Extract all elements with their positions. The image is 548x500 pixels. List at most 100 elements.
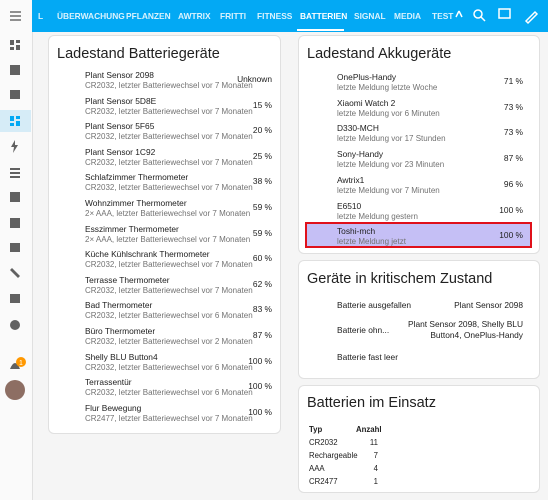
row-value: 38 % xyxy=(252,176,272,187)
highlight xyxy=(305,222,532,248)
row-name[interactable]: Shelly BLU Button4 xyxy=(85,351,158,362)
row-name[interactable]: Bad Thermometer xyxy=(85,300,153,311)
card-critical xyxy=(298,260,540,379)
table-type: CR2032 xyxy=(309,438,338,447)
row-detail: CR2032, letzter Batteriewechsel vor 6 Mo… xyxy=(85,388,253,398)
row-detail: letzte Meldung vor 23 Minuten xyxy=(337,160,445,170)
row-name[interactable]: Büro Thermometer xyxy=(85,326,156,336)
tab[interactable]: SIGNAL xyxy=(354,11,386,21)
row-value: 73 % xyxy=(503,101,523,112)
row-name[interactable]: Schlafzimmer Thermometer xyxy=(85,172,189,183)
row-detail: letzte Meldung letzte Woche xyxy=(337,83,438,92)
row-value: 100 % xyxy=(248,355,272,366)
row-name[interactable]: Wohnzimmer Thermometer xyxy=(85,198,187,208)
badge xyxy=(16,357,26,367)
tab[interactable]: MEDIA xyxy=(394,11,421,21)
card-title: Geräte in kritischem Zustand xyxy=(307,271,493,287)
row-name[interactable]: Terrassentür xyxy=(85,377,132,388)
row-name[interactable]: Sony-Handy xyxy=(337,149,384,160)
row-detail: CR2032, letzter Batteriewechsel vor 7 Mo… xyxy=(85,285,253,295)
row-detail: CR2032, letzter Batteriewechsel vor 7 Mo… xyxy=(85,106,253,116)
row-value: 87 % xyxy=(503,153,523,164)
table-type: Rechargeable xyxy=(309,451,358,460)
badge-count: 1 xyxy=(19,360,23,367)
row-name[interactable]: Plant Sensor 1C92 xyxy=(85,146,156,157)
toolbar-icons[interactable] xyxy=(455,8,539,25)
row-name[interactable]: OnePlus-Handy xyxy=(337,72,397,82)
card-title: Ladestand Akkugeräte xyxy=(307,46,452,62)
row-value: 59 % xyxy=(252,227,272,238)
row-detail: CR2032, letzter Batteriewechsel vor 7 Mo… xyxy=(85,132,253,142)
row-detail: letzte Meldung vor 6 Minuten xyxy=(337,108,440,118)
critical-devices: Plant Sensor 2098 xyxy=(454,300,523,310)
card-battery xyxy=(48,35,281,434)
tab[interactable]: PFLANZEN xyxy=(126,11,171,21)
card-in-use xyxy=(298,385,540,493)
critical-label[interactable]: Batterie fast leer xyxy=(337,352,398,362)
card-title: Ladestand Batteriegeräte xyxy=(57,46,220,62)
table-type: AAA xyxy=(309,464,325,473)
row-name[interactable]: Toshi-mch xyxy=(337,226,376,237)
row-name[interactable]: Awtrix1 xyxy=(337,174,365,185)
tab[interactable]: FITNESS xyxy=(257,11,293,21)
table-count: 4 xyxy=(373,464,378,473)
row-value: 100 % xyxy=(248,381,272,392)
row-detail: CR2032, letzter Batteriewechsel vor 7 Mo… xyxy=(85,81,253,90)
row-name[interactable]: Küche Kühlschrank Thermometer xyxy=(85,249,210,260)
table-count: 11 xyxy=(369,438,378,447)
row-detail: letzte Meldung vor 17 Stunden xyxy=(337,134,446,144)
row-name[interactable]: Plant Sensor 2098 xyxy=(85,70,154,80)
row-value: 15 % xyxy=(252,99,272,110)
row-value: 87 % xyxy=(252,330,272,340)
row-name[interactable]: Esszimmer Thermometer xyxy=(85,223,179,234)
table-count: 1 xyxy=(373,477,378,486)
row-detail: CR2032, letzter Batteriewechsel vor 7 Mo… xyxy=(85,260,253,270)
row-name[interactable]: Flur Bewegung xyxy=(85,402,142,413)
row-value: Unknown xyxy=(237,74,272,84)
row-value: 100 % xyxy=(248,406,272,417)
row-value: 100 % xyxy=(499,230,523,241)
row-name[interactable]: E6510 xyxy=(337,200,362,211)
row-name[interactable]: Plant Sensor 5F65 xyxy=(85,121,155,132)
row-value: 96 % xyxy=(503,178,523,189)
card-title: Batterien im Einsatz xyxy=(307,395,436,411)
tab[interactable]: ÜBERWACHUNG xyxy=(57,11,125,21)
tab[interactable]: FRITTI xyxy=(220,11,247,21)
tab[interactable]: AWTRIX xyxy=(178,11,211,21)
row-value: 59 % xyxy=(252,202,272,212)
row-name[interactable]: D330-MCH xyxy=(337,123,379,134)
critical-label[interactable]: Batterie ausgefallen xyxy=(337,300,412,310)
row-detail: CR2032, letzter Batteriewechsel vor 6 Mo… xyxy=(85,362,253,372)
row-value: 83 % xyxy=(252,304,272,315)
row-name[interactable]: Plant Sensor 5D8E xyxy=(85,95,157,106)
row-detail: CR2032, letzter Batteriewechsel vor 2 Mo… xyxy=(85,337,253,346)
tab[interactable]: BATTERIEN xyxy=(300,11,348,21)
row-detail: CR2032, letzter Batteriewechsel vor 7 Mo… xyxy=(85,183,253,193)
row-name[interactable]: Terrasse Thermometer xyxy=(85,274,170,285)
active-nav xyxy=(0,110,31,132)
table-type: CR2477 xyxy=(309,477,338,486)
row-detail: 2× AAA, letzter Batteriewechsel vor 7 Mo… xyxy=(85,234,251,244)
critical-label[interactable]: Batterie ohn... xyxy=(337,325,390,335)
nav-icons[interactable] xyxy=(10,40,20,369)
row-detail: CR2477, letzter Batteriewechsel vor 7 Mo… xyxy=(85,413,253,423)
hamburger[interactable] xyxy=(10,11,21,21)
table-header: Anzahl xyxy=(356,425,382,434)
card-rechargeable xyxy=(298,35,540,254)
row-value: 25 % xyxy=(252,150,272,161)
row-name[interactable]: Xiaomi Watch 2 xyxy=(337,97,396,108)
tab[interactable]: TEST xyxy=(432,11,454,21)
table-header: Typ xyxy=(309,425,323,434)
row-detail: CR2032, letzter Batteriewechsel vor 7 Mo… xyxy=(85,157,253,167)
tab[interactable]: L xyxy=(38,11,44,21)
table-count: 7 xyxy=(373,451,378,460)
avatar[interactable] xyxy=(5,380,25,400)
critical-devices: Plant Sensor 2098, Shelly BLU Button4, O… xyxy=(408,319,523,340)
row-value: 73 % xyxy=(503,127,523,138)
row-value: 100 % xyxy=(499,204,523,215)
row-detail: CR2032, letzter Batteriewechsel vor 6 Mo… xyxy=(85,311,253,321)
row-value: 71 % xyxy=(503,76,523,86)
